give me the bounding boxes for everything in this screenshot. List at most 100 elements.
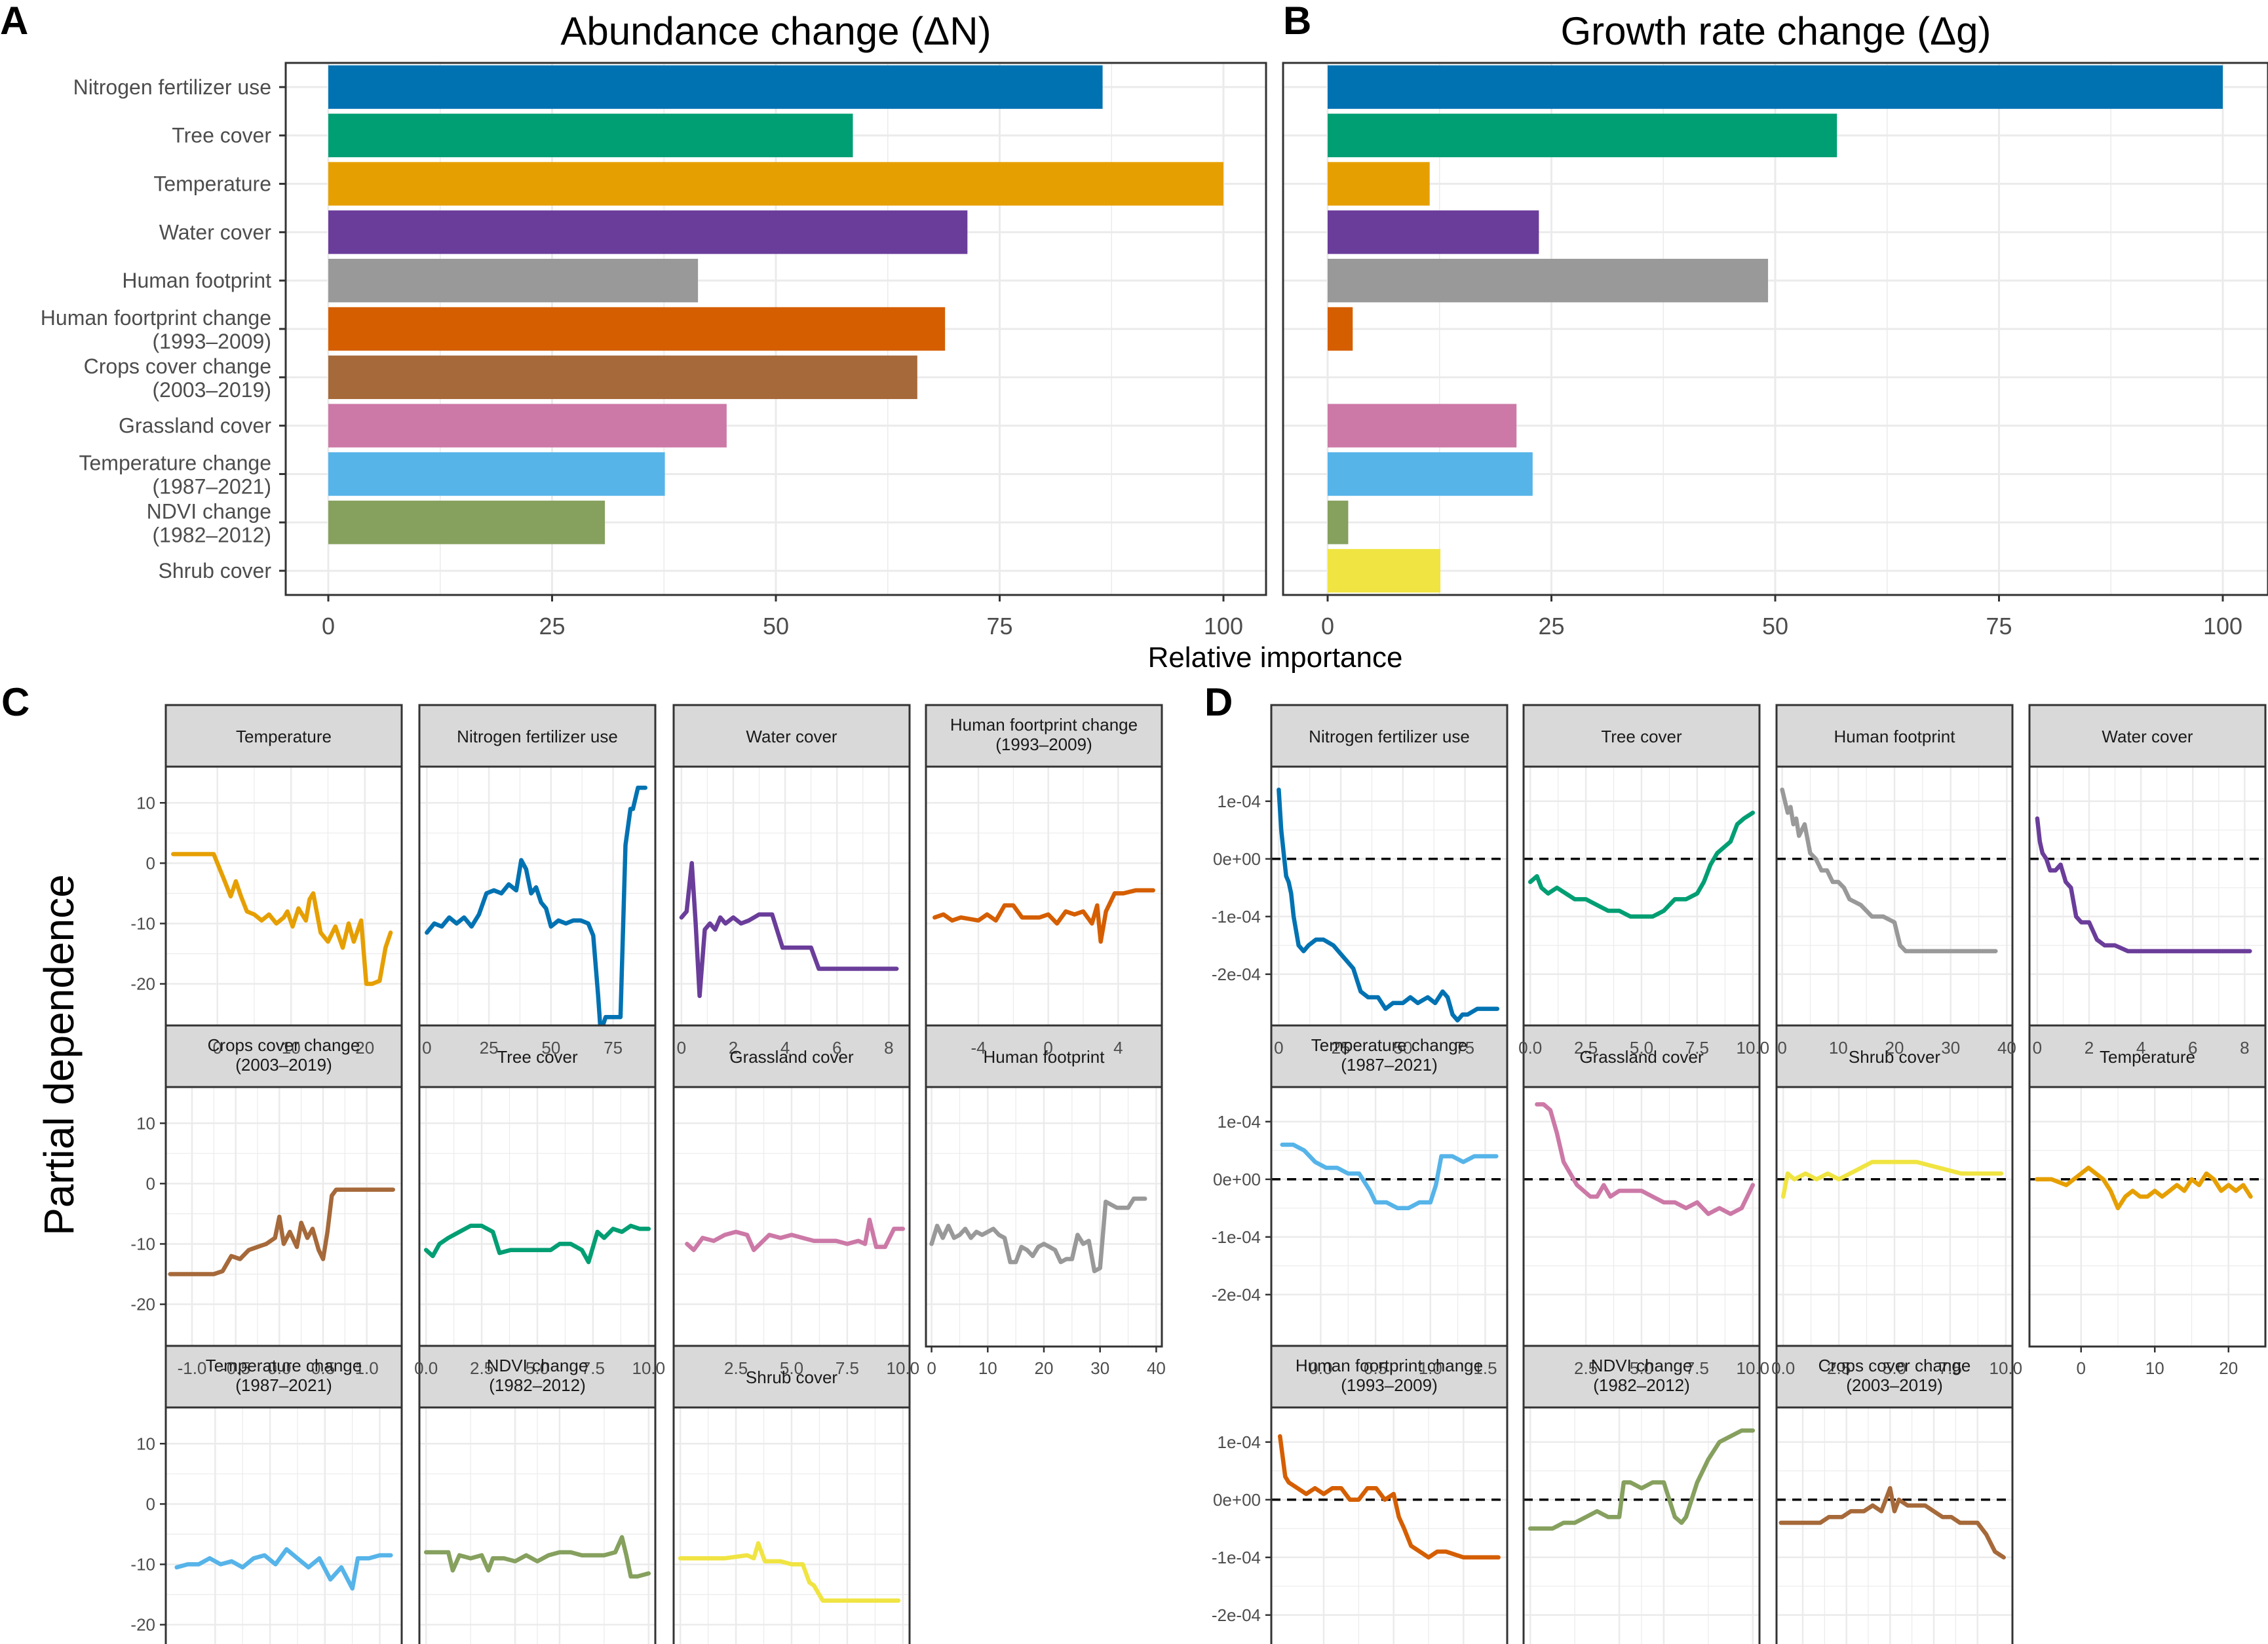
facet-title-c-human-footprint: Human footprint xyxy=(984,1047,1105,1067)
pd-line-d-temperature-change-change-window xyxy=(1280,1142,1499,1211)
y-tick-label-d: -1e-04 xyxy=(1212,1227,1261,1247)
bar-a-human-foortprint-change xyxy=(328,307,946,351)
x-tick-label-d: 10.0 xyxy=(1737,1358,1770,1378)
category-label-shrub-cover: Shrub cover xyxy=(158,559,271,583)
x-tick-label-d: 1.5 xyxy=(1473,1358,1497,1378)
pd-line-d-water-cover xyxy=(2035,816,2252,953)
facet-frame-d-nitrogen-fertilizer-use xyxy=(1270,765,1509,1027)
facet-title-d-crops-cover-change-change-window: Crops cover change (2003–2019) xyxy=(1818,1356,1971,1395)
facet-frame-c-temperature xyxy=(164,765,403,1027)
x-tick-label-b: 75 xyxy=(1986,613,2012,640)
x-tick-label-d: 40 xyxy=(1997,1038,2016,1058)
facet-title-d-human-footprint: Human footprint xyxy=(1834,727,1956,746)
x-tick-label-d: 20 xyxy=(1885,1038,1904,1058)
x-tick-label-c: 2 xyxy=(729,1038,738,1058)
facet-title-d-temperature: Temperature xyxy=(2100,1047,2195,1067)
facet-strip-d-shrub-cover xyxy=(1775,1024,2014,1088)
x-tick-label-d: 10.0 xyxy=(1989,1358,2023,1378)
x-tick-label-c: -0.5 xyxy=(221,1358,250,1378)
category-label-tree-cover: Tree cover xyxy=(172,124,271,147)
x-tick-label-c: 5.0 xyxy=(526,1358,549,1378)
pd-line-c-human-foortprint-change-change-window xyxy=(932,888,1155,944)
category-label-human-foortprint-change: Human foortprint change (1993–2009) xyxy=(41,306,271,353)
x-tick-label-d: 0 xyxy=(2077,1358,2086,1378)
category-label-human-footprint: Human footprint xyxy=(122,269,271,292)
y-tick-label-c: 10 xyxy=(136,1434,155,1453)
category-label-ndvi-change: NDVI change (1982–2012) xyxy=(147,499,271,546)
y-tick-label-d: 1e-04 xyxy=(1218,1432,1261,1452)
facet-title-c-tree-cover: Tree cover xyxy=(497,1047,578,1067)
pd-line-c-ndvi-change-change-window xyxy=(423,1535,651,1579)
x-tick-label-a: 50 xyxy=(763,613,789,640)
x-tick-label-c: 25 xyxy=(480,1038,499,1058)
frames-layer xyxy=(160,62,2268,1644)
y-tick-label-c: -20 xyxy=(130,1615,155,1635)
x-tick-label-d: 5.0 xyxy=(1630,1038,1653,1058)
x-tick-label-d: 5.0 xyxy=(1883,1358,1906,1378)
facet-title-c-grassland-cover: Grassland cover xyxy=(729,1047,854,1067)
pd-line-d-grassland-cover xyxy=(1535,1102,1756,1216)
x-tick-label-d: 4 xyxy=(2136,1038,2145,1058)
x-tick-label-d: 1.0 xyxy=(1419,1358,1442,1378)
pd-line-c-water-cover xyxy=(679,861,899,999)
pd-line-c-shrub-cover xyxy=(678,1540,901,1603)
x-tick-label-c: 40 xyxy=(1147,1358,1166,1378)
x-tick-label-c: 0.0 xyxy=(414,1358,438,1378)
facet-title-d-water-cover: Water cover xyxy=(2102,727,2193,746)
y-tick-label-d: -2e-04 xyxy=(1212,965,1261,984)
bar-a-tree-cover xyxy=(328,113,853,157)
facet-strip-c-ndvi-change-change-window xyxy=(418,1345,657,1409)
bar-a-water-cover xyxy=(328,210,968,254)
bar-a-temperature xyxy=(328,162,1223,206)
facet-frame-d-ndvi-change-change-window xyxy=(1522,1406,1761,1644)
x-tick-label-c: 0 xyxy=(213,1038,222,1058)
pd-line-d-ndvi-change-change-window xyxy=(1528,1428,1756,1531)
x-tick-label-c: 0.0 xyxy=(267,1358,291,1378)
x-tick-label-d: 10.0 xyxy=(1737,1038,1770,1058)
bar-b-tree-cover xyxy=(1328,113,1837,157)
pd-y-axis-label: Partial dependence xyxy=(35,874,83,1236)
pd-line-c-grassland-cover xyxy=(685,1217,906,1252)
facet-title-c-crops-cover-change-change-window: Crops cover change (2003–2019) xyxy=(208,1035,360,1075)
facet-title-c-temperature-change-change-window: Temperature change (1987–2021) xyxy=(206,1356,362,1395)
chart-title-b: Growth rate change (Δg) xyxy=(1560,9,1991,53)
pd-line-d-nitrogen-fertilizer-use xyxy=(1277,787,1500,1023)
facet-title-d-shrub-cover: Shrub cover xyxy=(1849,1047,1941,1067)
x-tick-label-d: 7.5 xyxy=(1938,1358,1962,1378)
x-tick-label-b: 0 xyxy=(1321,613,1334,640)
panel-label-a: A xyxy=(0,0,28,43)
x-tick-label-c: 10.0 xyxy=(887,1358,920,1378)
facet-title-c-water-cover: Water cover xyxy=(746,727,837,746)
x-tick-label-d: 75 xyxy=(1455,1038,1474,1058)
pd-line-d-temperature xyxy=(2035,1165,2253,1211)
bar-b-temperature-change xyxy=(1328,452,1533,496)
x-tick-label-a: 75 xyxy=(986,613,1012,640)
x-tick-label-b: 50 xyxy=(1762,613,1788,640)
x-tick-label-d: 0 xyxy=(2033,1038,2042,1058)
x-tick-label-c: -1.0 xyxy=(178,1358,207,1378)
x-tick-label-d: 25 xyxy=(1332,1038,1351,1058)
pd-line-c-temperature-change-change-window xyxy=(174,1547,393,1591)
y-tick-label-d: 0e+00 xyxy=(1213,1490,1261,1510)
panel-label-c: C xyxy=(1,680,29,724)
facet-frame-c-shrub-cover xyxy=(672,1406,911,1644)
bar-b-temperature xyxy=(1328,162,1430,206)
y-tick-label-d: 0e+00 xyxy=(1213,1170,1261,1189)
category-label-temperature: Temperature xyxy=(153,172,271,196)
panel-label-d: D xyxy=(1204,680,1233,724)
panel-label-b: B xyxy=(1283,0,1311,43)
x-tick-label-d: 0 xyxy=(1777,1038,1786,1058)
pd-line-d-human-footprint xyxy=(1780,787,1998,953)
x-tick-label-d: 2.5 xyxy=(1574,1038,1598,1058)
x-tick-label-c: 4 xyxy=(1113,1038,1123,1058)
y-tick-label-c: -20 xyxy=(130,1295,155,1314)
x-tick-label-c: 0.5 xyxy=(311,1358,335,1378)
facet-frame-d-temperature-change-change-window xyxy=(1270,1086,1509,1348)
y-tick-label-d: 1e-04 xyxy=(1218,1112,1261,1132)
facet-title-c-ndvi-change-change-window: NDVI change (1982–2012) xyxy=(487,1356,588,1395)
x-tick-label-c: 10 xyxy=(978,1358,997,1378)
x-tick-label-c: 4 xyxy=(780,1038,790,1058)
category-label-crops-cover-change: Crops cover change (2003–2019) xyxy=(84,354,271,402)
